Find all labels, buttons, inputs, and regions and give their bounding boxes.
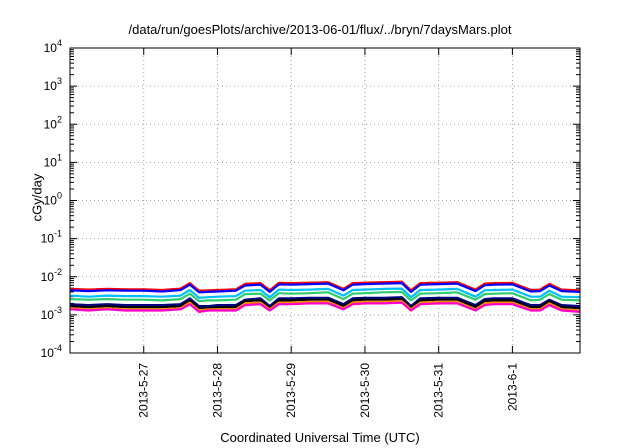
- y-tick-label: 10-3: [41, 305, 62, 322]
- x-tick-label: 2013-5-28: [210, 363, 224, 418]
- series-line-4: [69, 290, 581, 303]
- series-line-1: [69, 280, 581, 292]
- x-tick-label: 2013-6-1: [505, 363, 519, 411]
- series-line-3: [69, 287, 581, 299]
- x-tick-label: 2013-5-31: [432, 363, 446, 418]
- x-axis-label: Coordinated Universal Time (UTC): [220, 430, 420, 445]
- series-line-8: [69, 301, 581, 313]
- y-tick-label: 103: [44, 76, 62, 93]
- y-tick-label: 102: [44, 114, 62, 131]
- y-tick-label: 104: [44, 38, 62, 55]
- series-line-6: [69, 298, 581, 310]
- y-tick-label: 100: [44, 191, 62, 208]
- y-tick-label: 10-4: [41, 343, 62, 360]
- series-line-2: [69, 282, 581, 294]
- plot-frame: [69, 47, 581, 354]
- y-tick-label: 10-2: [41, 267, 62, 284]
- y-tick-label: 101: [44, 152, 62, 169]
- x-tick-label: 2013-5-29: [284, 363, 298, 418]
- series-line-5: [69, 296, 581, 308]
- chart-title: /data/run/goesPlots/archive/2013-06-01/f…: [128, 22, 512, 37]
- y-tick-label: 10-1: [41, 229, 62, 246]
- x-tick-label: 2013-5-27: [137, 363, 151, 418]
- x-tick-label: 2013-5-30: [358, 363, 372, 418]
